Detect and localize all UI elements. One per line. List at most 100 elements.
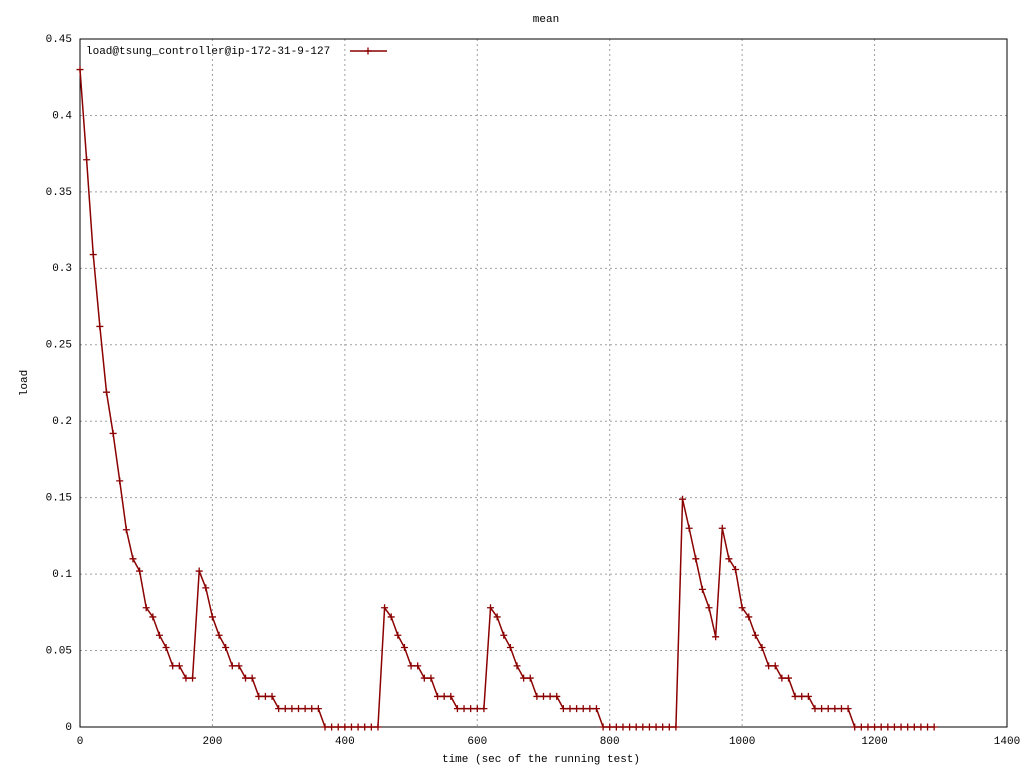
- data-point: [745, 613, 753, 621]
- data-point: [447, 692, 455, 700]
- data-point: [685, 524, 693, 532]
- data-point: [732, 566, 740, 574]
- x-axis-label: time (sec of the running test): [442, 754, 640, 766]
- data-point: [526, 674, 534, 682]
- data-point: [500, 631, 508, 639]
- data-point: [619, 723, 627, 731]
- data-point: [871, 723, 879, 731]
- data-point: [473, 705, 481, 713]
- x-tick-label: 1400: [994, 736, 1020, 748]
- x-tick-label: 0: [77, 736, 84, 748]
- data-point: [566, 705, 574, 713]
- data-point: [639, 723, 647, 731]
- data-point: [487, 604, 495, 612]
- data-point: [910, 723, 918, 731]
- data-point: [924, 723, 932, 731]
- data-point: [387, 613, 395, 621]
- data-point: [308, 705, 316, 713]
- data-point: [228, 662, 236, 670]
- y-tick-label: 0: [65, 722, 72, 734]
- data-point: [586, 705, 594, 713]
- data-point: [374, 723, 382, 731]
- data-point: [427, 674, 435, 682]
- data-point: [208, 613, 216, 621]
- data-point: [672, 723, 680, 731]
- data-point: [520, 674, 528, 682]
- data-point: [884, 723, 892, 731]
- data-point: [738, 604, 746, 612]
- data-point: [626, 723, 634, 731]
- data-point: [877, 723, 885, 731]
- data-point: [149, 613, 157, 621]
- data-point: [83, 156, 91, 164]
- y-tick-label: 0.45: [46, 34, 72, 46]
- data-point: [725, 555, 733, 563]
- data-point: [261, 692, 269, 700]
- data-point: [182, 674, 190, 682]
- data-point: [215, 631, 223, 639]
- data-point: [890, 723, 898, 731]
- data-point: [665, 723, 673, 731]
- data-point: [434, 692, 442, 700]
- data-point: [904, 723, 912, 731]
- data-point: [645, 723, 653, 731]
- data-point: [394, 631, 402, 639]
- y-axis-label: load: [19, 370, 31, 396]
- legend-marker: [364, 47, 372, 55]
- y-tick-label: 0.15: [46, 493, 72, 505]
- x-tick-label: 600: [467, 736, 487, 748]
- data-point: [712, 633, 720, 641]
- data-point: [692, 555, 700, 563]
- data-point: [546, 692, 554, 700]
- data-point: [334, 723, 342, 731]
- data-point: [136, 567, 144, 575]
- data-point: [116, 477, 124, 485]
- data-point: [400, 643, 408, 651]
- data-point: [275, 705, 283, 713]
- data-point: [798, 692, 806, 700]
- data-point: [175, 662, 183, 670]
- data-point: [202, 584, 210, 592]
- data-point: [930, 723, 938, 731]
- data-point: [513, 662, 521, 670]
- data-point: [771, 662, 779, 670]
- data-point: [857, 723, 865, 731]
- data-point: [698, 585, 706, 593]
- x-tick-label: 200: [203, 736, 223, 748]
- data-point: [367, 723, 375, 731]
- data-point: [341, 723, 349, 731]
- data-point: [844, 705, 852, 713]
- data-point: [765, 662, 773, 670]
- data-point: [268, 692, 276, 700]
- data-point: [169, 662, 177, 670]
- y-tick-label: 0.05: [46, 645, 72, 657]
- data-point: [864, 723, 872, 731]
- x-tick-label: 1200: [861, 736, 887, 748]
- data-point: [540, 692, 547, 700]
- data-point: [837, 705, 845, 713]
- data-point: [407, 662, 415, 670]
- x-tick-label: 800: [600, 736, 620, 748]
- data-point: [129, 555, 137, 563]
- y-tick-label: 0.4: [52, 110, 72, 122]
- data-point: [553, 692, 561, 700]
- data-point: [705, 604, 713, 612]
- data-point: [89, 251, 97, 259]
- legend-label: load@tsung_controller@ip-172-31-9-127: [86, 46, 330, 58]
- data-point: [533, 692, 541, 700]
- y-tick-label: 0.35: [46, 187, 72, 199]
- data-point: [453, 705, 461, 713]
- data-point: [281, 705, 289, 713]
- data-point: [652, 723, 660, 731]
- data-point: [248, 674, 256, 682]
- data-point: [189, 674, 197, 682]
- data-point: [96, 322, 104, 330]
- data-point: [440, 692, 448, 700]
- data-point: [155, 631, 163, 639]
- data-point: [784, 674, 792, 682]
- data-point: [751, 631, 759, 639]
- data-point: [235, 662, 243, 670]
- data-point: [493, 613, 501, 621]
- data-point: [811, 705, 819, 713]
